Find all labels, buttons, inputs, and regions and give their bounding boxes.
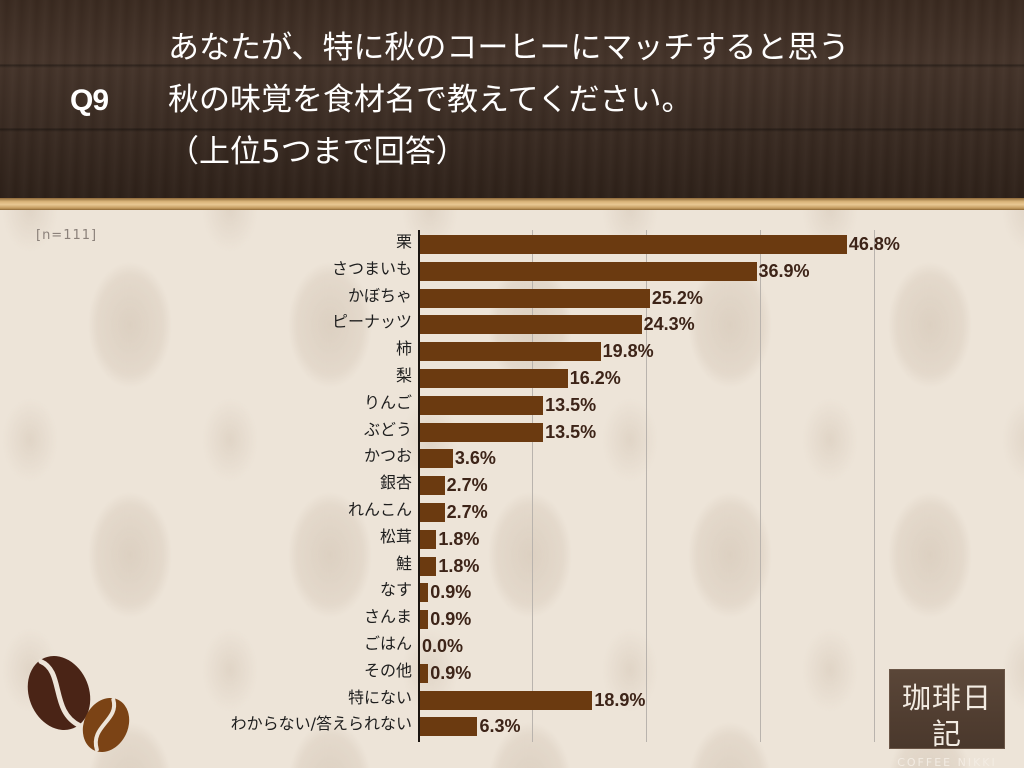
bar (420, 235, 847, 254)
bar-value-label: 1.8% (438, 555, 480, 576)
chart-row: さんま 0.9% (0, 605, 1024, 632)
sample-size: [n=111] (36, 228, 98, 243)
category-label: 柿 (395, 339, 412, 359)
coffee-beans-icon (27, 656, 130, 753)
bar-value-label: 16.2% (569, 368, 621, 388)
bar (420, 395, 544, 415)
category-label: わからない/答えられない (230, 714, 412, 734)
logo-subtitle: COFFEE NIKKI (897, 756, 997, 768)
chart-row: 梨 16.2% (0, 364, 1024, 391)
bar-value-label: 6.3% (479, 716, 521, 737)
chart-row: なす 0.9% (0, 578, 1024, 605)
bar (420, 342, 601, 362)
chart-row: ごはん 0.0% (0, 632, 1024, 659)
chart-row: 銀杏 2.7% (0, 471, 1024, 498)
category-label: さんま (363, 607, 412, 627)
chart-row: 鮭 1.8% (0, 552, 1024, 579)
bar-value-label: 1.8% (438, 528, 480, 549)
bar-value-label: 13.5% (545, 394, 597, 415)
bar (420, 663, 429, 683)
bar (420, 261, 757, 281)
category-label: 銀杏 (379, 473, 412, 493)
bar (420, 610, 429, 630)
bar-value-label: 46.8% (848, 234, 900, 254)
bar (420, 503, 445, 522)
chart-row: 松茸 1.8% (0, 525, 1024, 552)
bar (420, 556, 437, 576)
category-label: ピーナッツ (331, 312, 412, 332)
chart-row: 柿 19.8% (0, 337, 1024, 364)
bar-value-label: 24.3% (643, 314, 695, 335)
bar (420, 690, 593, 710)
bar (420, 717, 478, 737)
category-label: 松茸 (379, 526, 412, 546)
chart-row: ぶどう 13.5% (0, 418, 1024, 445)
bar-value-label: 18.9% (594, 689, 646, 710)
bar (420, 422, 544, 442)
bar (420, 583, 429, 603)
bar-value-label: 2.7% (446, 502, 488, 522)
bar-value-label: 0.0% (422, 636, 464, 656)
bar (420, 369, 568, 388)
category-label: りんご (363, 392, 412, 412)
bar (420, 476, 445, 496)
bar (420, 529, 437, 549)
bar (420, 449, 453, 469)
chart-row: 特にない 18.9% (0, 686, 1024, 713)
title-line-1: あなたが、特に秋のコーヒーにマッチすると思う (168, 30, 850, 66)
bar (420, 288, 650, 308)
category-label: その他 (363, 660, 412, 680)
category-label: なす (379, 580, 412, 600)
category-label: 栗 (395, 232, 412, 251)
bar-value-label: 13.5% (545, 421, 597, 442)
bar-value-label: 0.9% (430, 662, 472, 683)
bar (420, 315, 642, 335)
category-label: さつまいも (331, 258, 412, 278)
category-label: ごはん (363, 634, 412, 653)
bar-value-label: 0.9% (430, 582, 472, 603)
logo-kanji: 珈琲日記 (901, 681, 992, 751)
question-title: あなたが、特に秋のコーヒーにマッチすると思う 秋の味覚を食材名で教えてください。… (168, 22, 988, 178)
gold-divider (0, 198, 1024, 210)
gridline (760, 230, 761, 742)
question-number: Q9 (70, 84, 109, 117)
bar-value-label: 19.8% (602, 341, 654, 362)
category-label: れんこん (347, 500, 412, 519)
chart-row: かぼちゃ 25.2% (0, 284, 1024, 311)
chart-row: その他 0.9% (0, 659, 1024, 686)
chart-row: ピーナッツ 24.3% (0, 310, 1024, 337)
chart-row: さつまいも 36.9% (0, 257, 1024, 284)
gridline (646, 230, 647, 742)
bar-value-label: 25.2% (651, 287, 703, 308)
title-line-2: 秋の味覚を食材名で教えてください。 (168, 82, 693, 118)
gridline (532, 230, 533, 742)
header-wood-banner (0, 0, 1024, 198)
category-label: 特にない (347, 687, 412, 707)
bar-value-label: 36.9% (758, 260, 810, 281)
chart-row: りんご 13.5% (0, 391, 1024, 418)
gridline (874, 230, 875, 742)
bar-value-label: 3.6% (454, 448, 496, 469)
category-label: 梨 (395, 366, 412, 385)
coffee-nikki-logo: 珈琲日記 COFFEE NIKKI (889, 669, 1005, 768)
category-label: かぼちゃ (347, 285, 412, 305)
title-line-3: （上位5つまで回答） (168, 134, 467, 170)
category-label: 鮭 (395, 553, 412, 573)
chart-row: 栗 46.8% (0, 230, 1024, 257)
bar-value-label: 2.7% (446, 475, 488, 496)
chart-row: れんこん 2.7% (0, 498, 1024, 525)
bar-value-label: 0.9% (430, 609, 472, 630)
category-label: かつお (363, 446, 412, 466)
category-label: ぶどう (363, 419, 412, 439)
chart-row: わからない/答えられない 6.3% (0, 712, 1024, 739)
chart-row: かつお 3.6% (0, 444, 1024, 471)
y-axis (418, 230, 420, 742)
